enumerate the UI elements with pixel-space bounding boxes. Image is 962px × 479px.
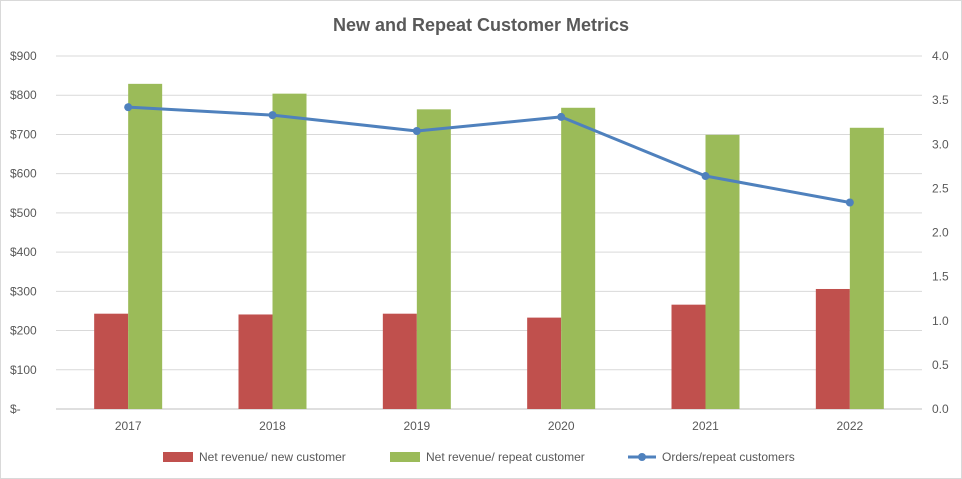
chart-title: New and Repeat Customer Metrics <box>333 15 629 35</box>
line-point <box>557 112 566 121</box>
bar-repeat-customer <box>272 93 307 410</box>
line-series <box>124 103 854 207</box>
x-tick-label: 2022 <box>836 419 863 433</box>
y-left-tick-label: $800 <box>10 88 37 102</box>
y-right-tick-label: 0.5 <box>932 358 949 372</box>
bar-new-customer <box>671 304 706 409</box>
line-point <box>124 103 133 112</box>
bar-new-customer <box>815 288 850 409</box>
legend-swatch <box>390 452 420 462</box>
bar-repeat-customer <box>128 83 163 409</box>
y-right-tick-label: 3.5 <box>932 93 949 107</box>
line-point <box>412 127 421 136</box>
y-left-tick-label: $600 <box>10 167 37 181</box>
x-tick-label: 2019 <box>403 419 430 433</box>
x-tick-label: 2018 <box>259 419 286 433</box>
y-left-tick-label: $400 <box>10 245 37 259</box>
y-left-tick-label: $100 <box>10 363 37 377</box>
y-right-tick-label: 0.0 <box>932 402 949 416</box>
legend-marker <box>638 453 646 461</box>
y-left-tick-label: $500 <box>10 206 37 220</box>
line-point <box>701 172 710 181</box>
y-left-tick-label: $300 <box>10 284 37 298</box>
y-right-tick-label: 3.0 <box>932 137 949 151</box>
legend: Net revenue/ new customer Net revenue/ re… <box>163 450 795 464</box>
y-left-tick-label: $200 <box>10 324 37 338</box>
line-point <box>268 111 277 120</box>
line-orders-repeat <box>128 105 851 204</box>
bars <box>94 83 884 410</box>
y-left-tick-label: $700 <box>10 127 37 141</box>
bar-new-customer <box>94 313 129 409</box>
y-right-tick-label: 4.0 <box>932 49 949 63</box>
bar-new-customer <box>382 313 417 409</box>
y-right-tick-label: 2.0 <box>932 226 949 240</box>
x-tick-label: 2017 <box>115 419 142 433</box>
y-left-tick-label: $900 <box>10 49 37 63</box>
bar-repeat-customer <box>849 127 884 409</box>
gridlines <box>56 55 922 410</box>
x-tick-label: 2020 <box>548 419 575 433</box>
line-point <box>845 198 854 207</box>
axes: $- $100 $200 $300 $400 $500 $600 $700 $800 $900 0.… <box>10 49 949 433</box>
y-right-tick-label: 1.0 <box>932 314 949 328</box>
y-right-tick-label: 2.5 <box>932 181 949 195</box>
legend-label: Net revenue/ new customer <box>199 450 346 464</box>
bar-repeat-customer <box>561 107 596 410</box>
y-right-tick-label: 1.5 <box>932 270 949 284</box>
legend-swatch <box>163 452 193 462</box>
y-left-tick-label: $- <box>10 402 21 416</box>
bar-new-customer <box>238 314 273 409</box>
bar-repeat-customer <box>416 109 451 409</box>
x-tick-label: 2021 <box>692 419 719 433</box>
bar-new-customer <box>527 317 562 409</box>
legend-label: Orders/repeat customers <box>662 450 795 464</box>
legend-label: Net revenue/ repeat customer <box>426 450 585 464</box>
